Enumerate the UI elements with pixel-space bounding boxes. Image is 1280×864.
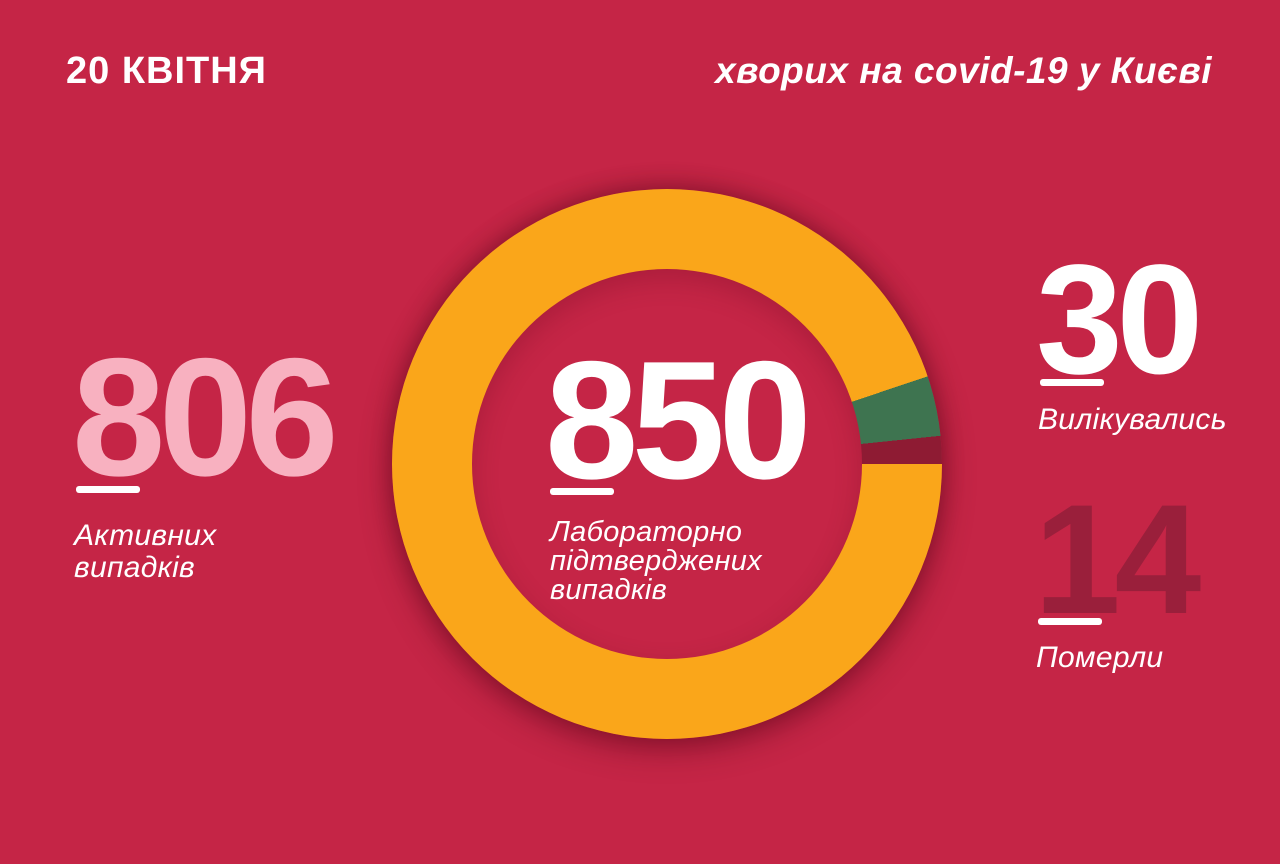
- recovered-underline: [1040, 379, 1104, 386]
- active-value: 806: [72, 323, 339, 511]
- confirmed-label-line2: підтверджених: [550, 545, 762, 577]
- donut-hole: [472, 269, 862, 659]
- died-label: Померли: [1036, 641, 1164, 674]
- died-value: 14: [1034, 473, 1201, 647]
- confirmed-underline: [550, 488, 614, 495]
- date-heading: 20 КВІТНЯ: [66, 50, 267, 92]
- active-label-line2: випадків: [74, 551, 196, 584]
- confirmed-value: 850: [545, 326, 812, 514]
- confirmed-label-line1: Лабораторно: [550, 516, 743, 548]
- active-underline: [76, 486, 140, 493]
- confirmed-label-line3: випадків: [550, 574, 668, 606]
- recovered-value: 30: [1036, 233, 1203, 407]
- died-underline: [1038, 618, 1102, 625]
- page-title: хворих на covid-19 у Києві: [715, 50, 1212, 91]
- recovered-label: Вилікувались: [1038, 403, 1227, 436]
- donut-chart: [392, 189, 942, 739]
- active-label-line1: Активних: [74, 519, 217, 552]
